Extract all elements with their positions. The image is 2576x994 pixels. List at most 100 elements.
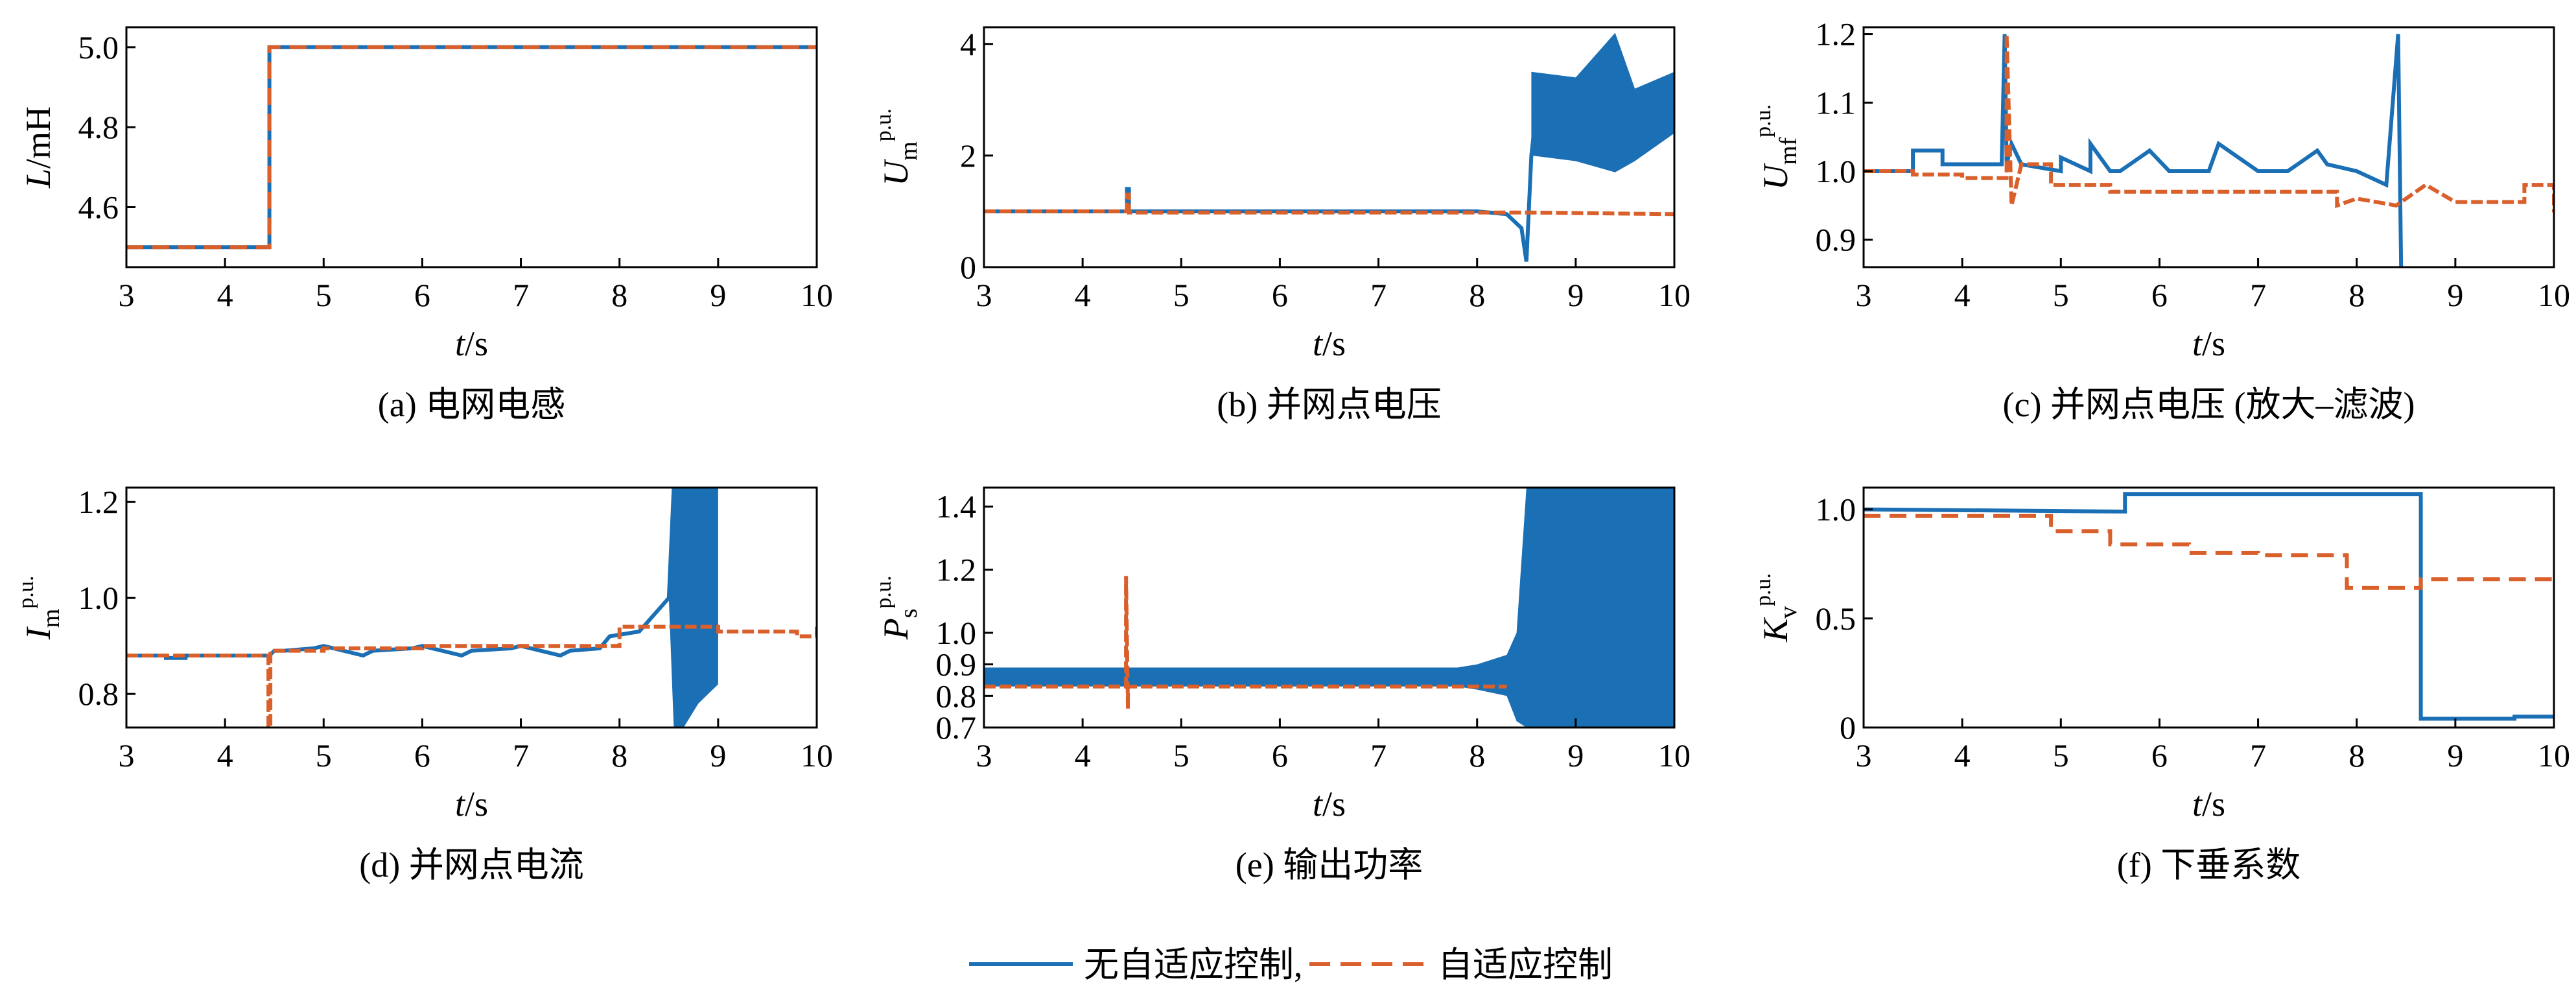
panel-caption: (e) 输出功率 [1235, 846, 1423, 884]
x-tick-label: 5 [316, 277, 332, 313]
y-tick-label: 1.2 [1816, 16, 1856, 53]
x-tick-label: 7 [1370, 737, 1387, 774]
y-tick-label: 0.8 [78, 676, 119, 712]
panel-caption: (c) 并网点电压 (放大–滤波) [2003, 385, 2415, 424]
x-axis-label: t/s [1313, 785, 1346, 823]
y-axis-symbol: K [1756, 617, 1795, 643]
x-tick-label: 6 [1272, 737, 1288, 774]
x-tick-label: 4 [1954, 737, 1971, 774]
y-tick-label: 1.0 [78, 580, 119, 616]
x-tick-label: 9 [710, 277, 726, 313]
y-axis-label: Kvp.u. [1751, 573, 1802, 643]
x-tick-label: 8 [1469, 737, 1485, 774]
x-tick-label: 7 [513, 737, 529, 774]
x-tick-label: 10 [801, 737, 833, 774]
x-axis-unit: /s [465, 324, 488, 363]
y-axis-superscript: p.u. [872, 108, 896, 141]
panel-f: 3 4 5 6 7 8 9 10 0 0.5 1.0 t/s Kvp.u. (f) 下垂系数 [1751, 486, 2570, 884]
x-tick-label: 4 [217, 737, 233, 774]
plot-area [1864, 492, 2554, 721]
panel-caption: (b) 并网点电压 [1217, 385, 1441, 424]
y-axis-symbol: U [1756, 163, 1795, 190]
x-tick-label: 10 [2538, 277, 2570, 313]
y-tick-label: 0.8 [936, 678, 977, 714]
x-tick-label: 10 [2538, 737, 2570, 774]
series-line-no_adaptive [126, 45, 817, 250]
x-tick-label: 3 [1856, 277, 1872, 313]
x-tick-label: 8 [2348, 737, 2365, 774]
y-axis-subscript: s [895, 609, 922, 619]
series-line-adaptive [126, 624, 817, 728]
x-tick-label: 7 [513, 277, 529, 313]
x-tick-label: 5 [316, 737, 332, 774]
panel-b: 3 4 5 6 7 8 9 10 0 2 4 t/s Ump.u. (b) 并网点电压 [872, 26, 1691, 424]
series-line-no_adaptive [126, 488, 676, 660]
axes-frame [1862, 486, 2555, 729]
x-tick-label: 10 [801, 277, 833, 313]
y-axis-superscript: p.u. [1751, 104, 1775, 137]
x-tick-label: 4 [1075, 737, 1091, 774]
plot-area [126, 45, 817, 250]
legend: 无自适应控制, 自适应控制 [969, 945, 1613, 984]
x-axis-label: t/s [1313, 324, 1346, 363]
panel-caption: (f) 下垂系数 [2117, 846, 2301, 884]
y-axis-subscript: mf [1775, 137, 1802, 165]
x-tick-label: 5 [2053, 737, 2069, 774]
y-tick-label: 4.6 [78, 189, 119, 226]
x-tick-label: 9 [2447, 277, 2463, 313]
x-tick-label: 9 [2447, 737, 2463, 774]
x-axis-label: t/s [455, 785, 488, 823]
x-tick-label: 6 [414, 277, 430, 313]
plot-area [984, 488, 1674, 728]
x-tick-label: 9 [710, 737, 726, 774]
y-axis-subscript: m [38, 609, 65, 628]
y-axis-symbol: U [876, 159, 915, 186]
y-axis-superscript: p.u. [1751, 573, 1775, 606]
x-tick-label: 6 [414, 737, 430, 774]
y-tick-label: 0.9 [1816, 222, 1856, 258]
x-tick-label: 5 [2053, 277, 2069, 313]
x-tick-label: 7 [2250, 737, 2266, 774]
x-tick-label: 8 [611, 277, 627, 313]
x-axis-label: t/s [455, 324, 488, 363]
panel-d: 3 4 5 6 7 8 9 10 0.8 1.0 1.2 t/s Imp.u. (d) 并网点电流 [14, 484, 833, 884]
x-tick-label: 9 [1567, 737, 1584, 774]
x-tick-label: 6 [2151, 737, 2168, 774]
panel-c: 3 4 5 6 7 8 9 10 0.9 1.0 1.1 1.2 t/s Umfp.u. (c) 并网点电压… [1751, 16, 2570, 424]
x-tick-label: 4 [217, 277, 233, 313]
y-axis-label: L/mH [19, 106, 58, 189]
legend-label-adaptive: 自适应控制 [1438, 945, 1613, 984]
panel-a: 3 4 5 6 7 8 9 10 4.6 4.8 5.0 t/s L/mH (a) 电网电感 [19, 26, 833, 424]
axes-frame [125, 26, 818, 268]
plot-area [126, 488, 817, 728]
y-axis-label: Ump.u. [872, 108, 922, 186]
x-axis-symbol: t [1313, 324, 1324, 363]
x-tick-label: 5 [1173, 277, 1189, 313]
series-line-no_adaptive [1864, 492, 2554, 721]
x-axis-unit: /s [2202, 785, 2225, 823]
y-axis-label: Imp.u. [14, 576, 65, 641]
series-band-no_adaptive [1531, 32, 1674, 172]
y-tick-label: 1.1 [1816, 84, 1856, 121]
y-tick-label: 0 [960, 249, 976, 285]
y-axis-superscript: p.u. [14, 576, 38, 609]
panel-caption: (d) 并网点电流 [359, 846, 583, 884]
x-tick-label: 3 [119, 737, 135, 774]
x-tick-label: 3 [976, 277, 992, 313]
series-line-adaptive [126, 45, 817, 250]
x-axis-unit: /s [2202, 324, 2225, 363]
panel-caption: (a) 电网电感 [378, 385, 565, 424]
y-tick-label: 1.4 [936, 488, 977, 525]
x-axis-symbol: t [455, 785, 466, 823]
x-tick-label: 3 [119, 277, 135, 313]
y-axis-symbol: L [19, 169, 58, 189]
x-axis-unit: /s [1322, 785, 1346, 823]
legend-label-no-adaptive: 无自适应控制, [1084, 945, 1303, 984]
series-band-no_adaptive [668, 488, 718, 728]
x-tick-label: 8 [611, 737, 627, 774]
x-tick-label: 8 [2348, 277, 2365, 313]
x-tick-label: 7 [2250, 277, 2266, 313]
y-tick-label: 0.5 [1816, 600, 1856, 637]
y-axis-subscript: m [895, 141, 922, 161]
